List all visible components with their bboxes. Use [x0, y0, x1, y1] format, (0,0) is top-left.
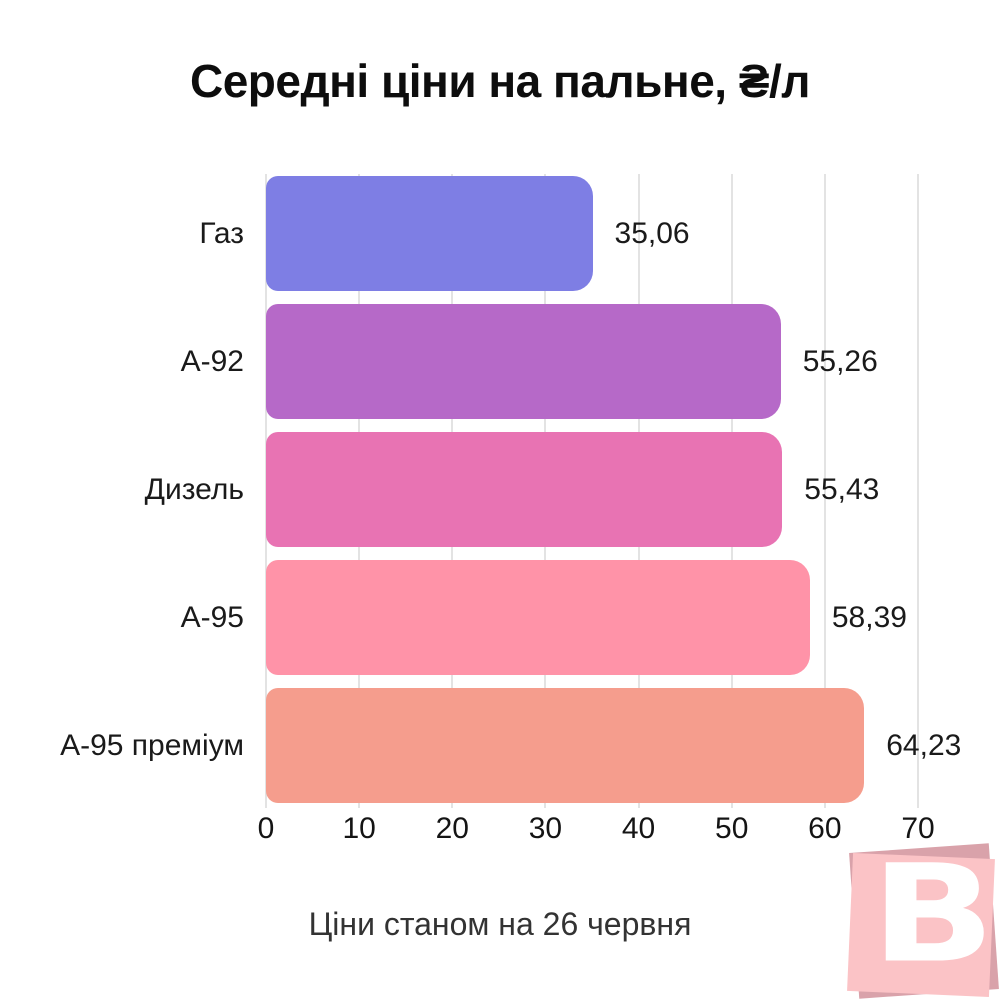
- gridline: [823, 174, 826, 808]
- x-tick-label: 0: [257, 812, 275, 845]
- category-label: Дизель: [144, 473, 244, 506]
- x-tick-label: 70: [901, 812, 935, 845]
- category-label: А-95 преміум: [60, 729, 244, 762]
- x-tick-label: 60: [808, 812, 842, 845]
- bar: [266, 176, 593, 291]
- value-label: 55,26: [802, 345, 878, 378]
- x-tick-label: 20: [435, 812, 469, 845]
- category-label: А-92: [180, 345, 244, 378]
- bar: [266, 432, 783, 547]
- bar: [266, 688, 865, 803]
- x-tick-label: 30: [528, 812, 563, 845]
- bar: [266, 560, 810, 675]
- value-label: 55,43: [804, 473, 880, 506]
- chart-title: Середні ціни на пальне, ₴/л: [189, 55, 811, 107]
- x-tick-label: 50: [715, 812, 749, 845]
- category-label: А-95: [180, 601, 244, 634]
- x-tick-label: 10: [342, 812, 376, 845]
- value-label: 64,23: [886, 729, 962, 762]
- x-tick-label: 40: [621, 812, 656, 845]
- gridline: [917, 174, 919, 808]
- caption: Ціни станом на 26 червня: [308, 906, 692, 942]
- brand-logo: B: [842, 835, 1000, 1000]
- value-label: 35,06: [614, 217, 690, 250]
- value-label: 58,39: [831, 601, 907, 634]
- bar: [266, 304, 781, 419]
- category-label: Газ: [199, 217, 244, 250]
- logo-letter-b: B: [870, 835, 996, 993]
